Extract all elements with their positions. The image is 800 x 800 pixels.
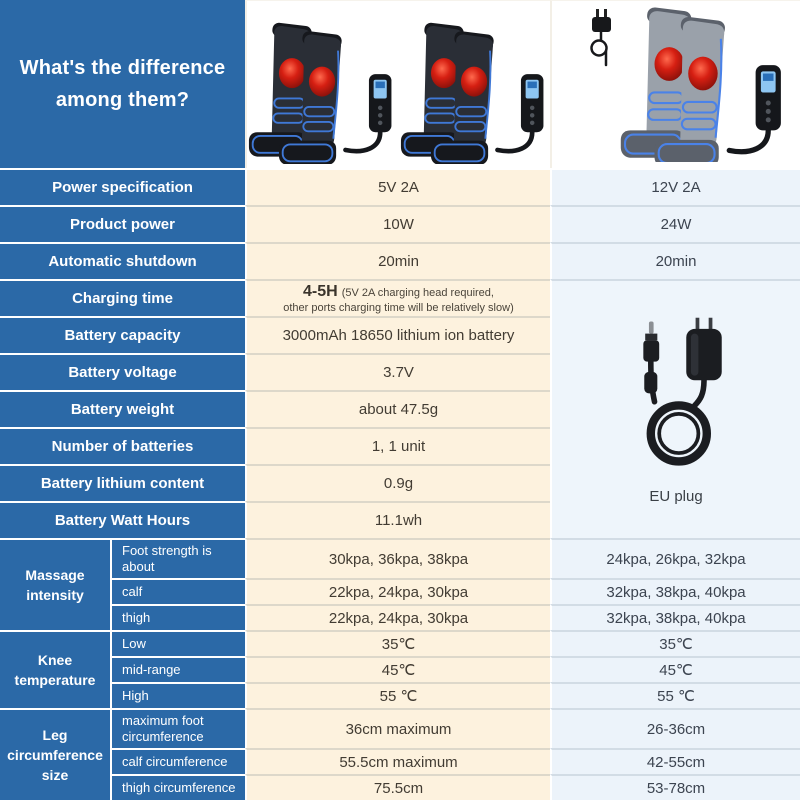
spec-value-battery-model: 10W [245,205,550,242]
spec-sublabel: calf circumference [110,748,245,774]
charging-time-note2: other ports charging time will be relati… [283,301,514,314]
spec-label: Automatic shutdown [0,242,245,279]
spec-label: Battery weight [0,390,245,427]
eu-plug-label: EU plug [649,488,703,505]
spec-label: Number of batteries [0,427,245,464]
spec-value-battery-model: 11.1wh [245,501,550,538]
spec-label: Battery capacity [0,316,245,353]
spec-value-battery-model: 3000mAh 18650 lithium ion battery [245,316,550,353]
spec-value-battery-model: 55.5cm maximum [245,748,550,774]
spec-sublabel: Low [110,630,245,656]
spec-sublabel: thigh circumference [110,774,245,800]
spec-value-battery-model: about 47.5g [245,390,550,427]
spec-value-plug-model: 35℃ [550,630,800,656]
power-adapter-mini-icon [590,9,611,67]
spec-label: Battery Watt Hours [0,501,245,538]
spec-value-battery-model: 22kpa, 24kpa, 30kpa [245,604,550,630]
product-cell-battery-model [245,0,550,168]
spec-label: Battery lithium content [0,464,245,501]
spec-value-plug-model: 20min [550,242,800,279]
spec-sublabel: calf [110,578,245,604]
top-banner-row: What's the difference among them? [0,0,800,168]
intro-panel: What's the difference among them? [0,0,245,168]
charging-time-line1: 4-5H (5V 2A charging head required, [303,282,494,302]
spec-value-battery-model: 45℃ [245,656,550,682]
spec-sublabel: High [110,682,245,708]
spec-value-plug-model: 12V 2A [550,168,800,205]
charging-time-note1: (5V 2A charging head required, [341,286,494,299]
spec-value-plug-model: 24kpa, 26kpa, 32kpa [550,538,800,578]
dark-massager-pair-icon [400,16,550,164]
spec-value-plug-model: 53-78cm [550,774,800,800]
spec-value-plug-model: 45℃ [550,656,800,682]
spec-value-plug-model: 26-36cm [550,708,800,748]
spec-value-battery-model: 36cm maximum [245,708,550,748]
spec-value-plug-model: 55 ℃ [550,682,800,708]
grey-massager-pair-icon [618,4,790,162]
spec-sublabel: mid-range [110,656,245,682]
spec-value-battery-model: 55 ℃ [245,682,550,708]
charging-time-value: 4-5H [303,282,338,300]
eu-plug-cell: EU plug [550,279,800,538]
spec-value-battery-model: 22kpa, 24kpa, 30kpa [245,578,550,604]
spec-value-plug-model: 24W [550,205,800,242]
spec-value-battery-model: 0.9g [245,464,550,501]
eu-plug-icon [643,317,722,466]
spec-label: Battery voltage [0,353,245,390]
intro-title: What's the difference among them? [19,57,226,111]
group-label-leg-circumference-size: Leg circumference size [0,708,110,800]
spec-value-battery-model: 1, 1 unit [245,427,550,464]
dark-massager-pair-icon [248,16,398,164]
spec-value-battery-model: 30kpa, 36kpa, 38kpa [245,538,550,578]
spec-value-plug-model: 32kpa, 38kpa, 40kpa [550,604,800,630]
spec-value-battery-model: 4-5H (5V 2A charging head required, other… [245,279,550,316]
spec-value-battery-model: 20min [245,242,550,279]
spec-sublabel: Foot strength is about [110,538,245,578]
spec-value-battery-model: 75.5cm [245,774,550,800]
spec-label: Power specification [0,168,245,205]
spec-value-battery-model: 3.7V [245,353,550,390]
spec-value-plug-model: 42-55cm [550,748,800,774]
spec-sublabel: thigh [110,604,245,630]
spec-label: Charging time [0,279,245,316]
spec-value-battery-model: 35℃ [245,630,550,656]
spec-label: Product power [0,205,245,242]
group-label-knee-temperature: Knee temperature [0,630,110,708]
product-cell-plugin-model [550,0,800,168]
spec-sublabel: maximum foot circumference [110,708,245,748]
group-label-massage-intensity: Massage intensity [0,538,110,630]
comparison-table: Power specification 5V 2A 12V 2A Product… [0,168,800,800]
spec-value-plug-model: 32kpa, 38kpa, 40kpa [550,578,800,604]
spec-value-battery-model: 5V 2A [245,168,550,205]
